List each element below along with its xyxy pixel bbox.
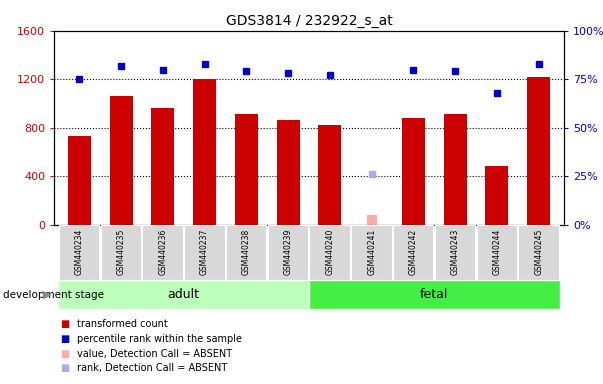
Text: ■: ■ bbox=[60, 334, 69, 344]
Text: GSM440240: GSM440240 bbox=[326, 229, 335, 275]
FancyBboxPatch shape bbox=[393, 225, 434, 280]
Text: GSM440245: GSM440245 bbox=[534, 229, 543, 275]
Text: rank, Detection Call = ABSENT: rank, Detection Call = ABSENT bbox=[77, 363, 227, 373]
Bar bbox=[68, 136, 91, 225]
Text: development stage: development stage bbox=[3, 290, 104, 300]
Bar bbox=[402, 118, 425, 225]
Text: value, Detection Call = ABSENT: value, Detection Call = ABSENT bbox=[77, 349, 232, 359]
Text: ■: ■ bbox=[60, 363, 69, 373]
Bar bbox=[235, 114, 258, 225]
Text: GSM440243: GSM440243 bbox=[450, 229, 459, 275]
Text: GSM440241: GSM440241 bbox=[367, 229, 376, 275]
Bar bbox=[110, 96, 133, 225]
Text: GSM440234: GSM440234 bbox=[75, 229, 84, 275]
FancyBboxPatch shape bbox=[58, 280, 309, 309]
FancyBboxPatch shape bbox=[309, 280, 560, 309]
Bar bbox=[485, 167, 508, 225]
Text: ■: ■ bbox=[60, 319, 69, 329]
FancyBboxPatch shape bbox=[476, 225, 517, 280]
Bar bbox=[444, 114, 467, 225]
FancyBboxPatch shape bbox=[226, 225, 267, 280]
Bar bbox=[318, 125, 341, 225]
Text: GSM440242: GSM440242 bbox=[409, 229, 418, 275]
Text: ▶: ▶ bbox=[43, 290, 52, 300]
FancyBboxPatch shape bbox=[435, 225, 475, 280]
Text: GSM440238: GSM440238 bbox=[242, 229, 251, 275]
FancyBboxPatch shape bbox=[101, 225, 141, 280]
Text: GSM440237: GSM440237 bbox=[200, 229, 209, 275]
Bar bbox=[277, 121, 300, 225]
Title: GDS3814 / 232922_s_at: GDS3814 / 232922_s_at bbox=[226, 14, 393, 28]
Text: GSM440236: GSM440236 bbox=[159, 229, 168, 275]
FancyBboxPatch shape bbox=[309, 225, 350, 280]
FancyBboxPatch shape bbox=[184, 225, 225, 280]
Text: transformed count: transformed count bbox=[77, 319, 168, 329]
Text: GSM440244: GSM440244 bbox=[493, 229, 502, 275]
FancyBboxPatch shape bbox=[142, 225, 183, 280]
Text: GSM440239: GSM440239 bbox=[283, 229, 292, 275]
Bar bbox=[193, 79, 216, 225]
Bar bbox=[151, 108, 174, 225]
Text: fetal: fetal bbox=[420, 288, 449, 301]
FancyBboxPatch shape bbox=[519, 225, 559, 280]
Text: GSM440235: GSM440235 bbox=[116, 229, 125, 275]
FancyBboxPatch shape bbox=[351, 225, 392, 280]
Bar bbox=[527, 77, 550, 225]
Text: ■: ■ bbox=[60, 349, 69, 359]
Text: percentile rank within the sample: percentile rank within the sample bbox=[77, 334, 242, 344]
Bar bbox=[367, 215, 377, 225]
FancyBboxPatch shape bbox=[268, 225, 308, 280]
FancyBboxPatch shape bbox=[59, 225, 99, 280]
Text: adult: adult bbox=[168, 288, 200, 301]
